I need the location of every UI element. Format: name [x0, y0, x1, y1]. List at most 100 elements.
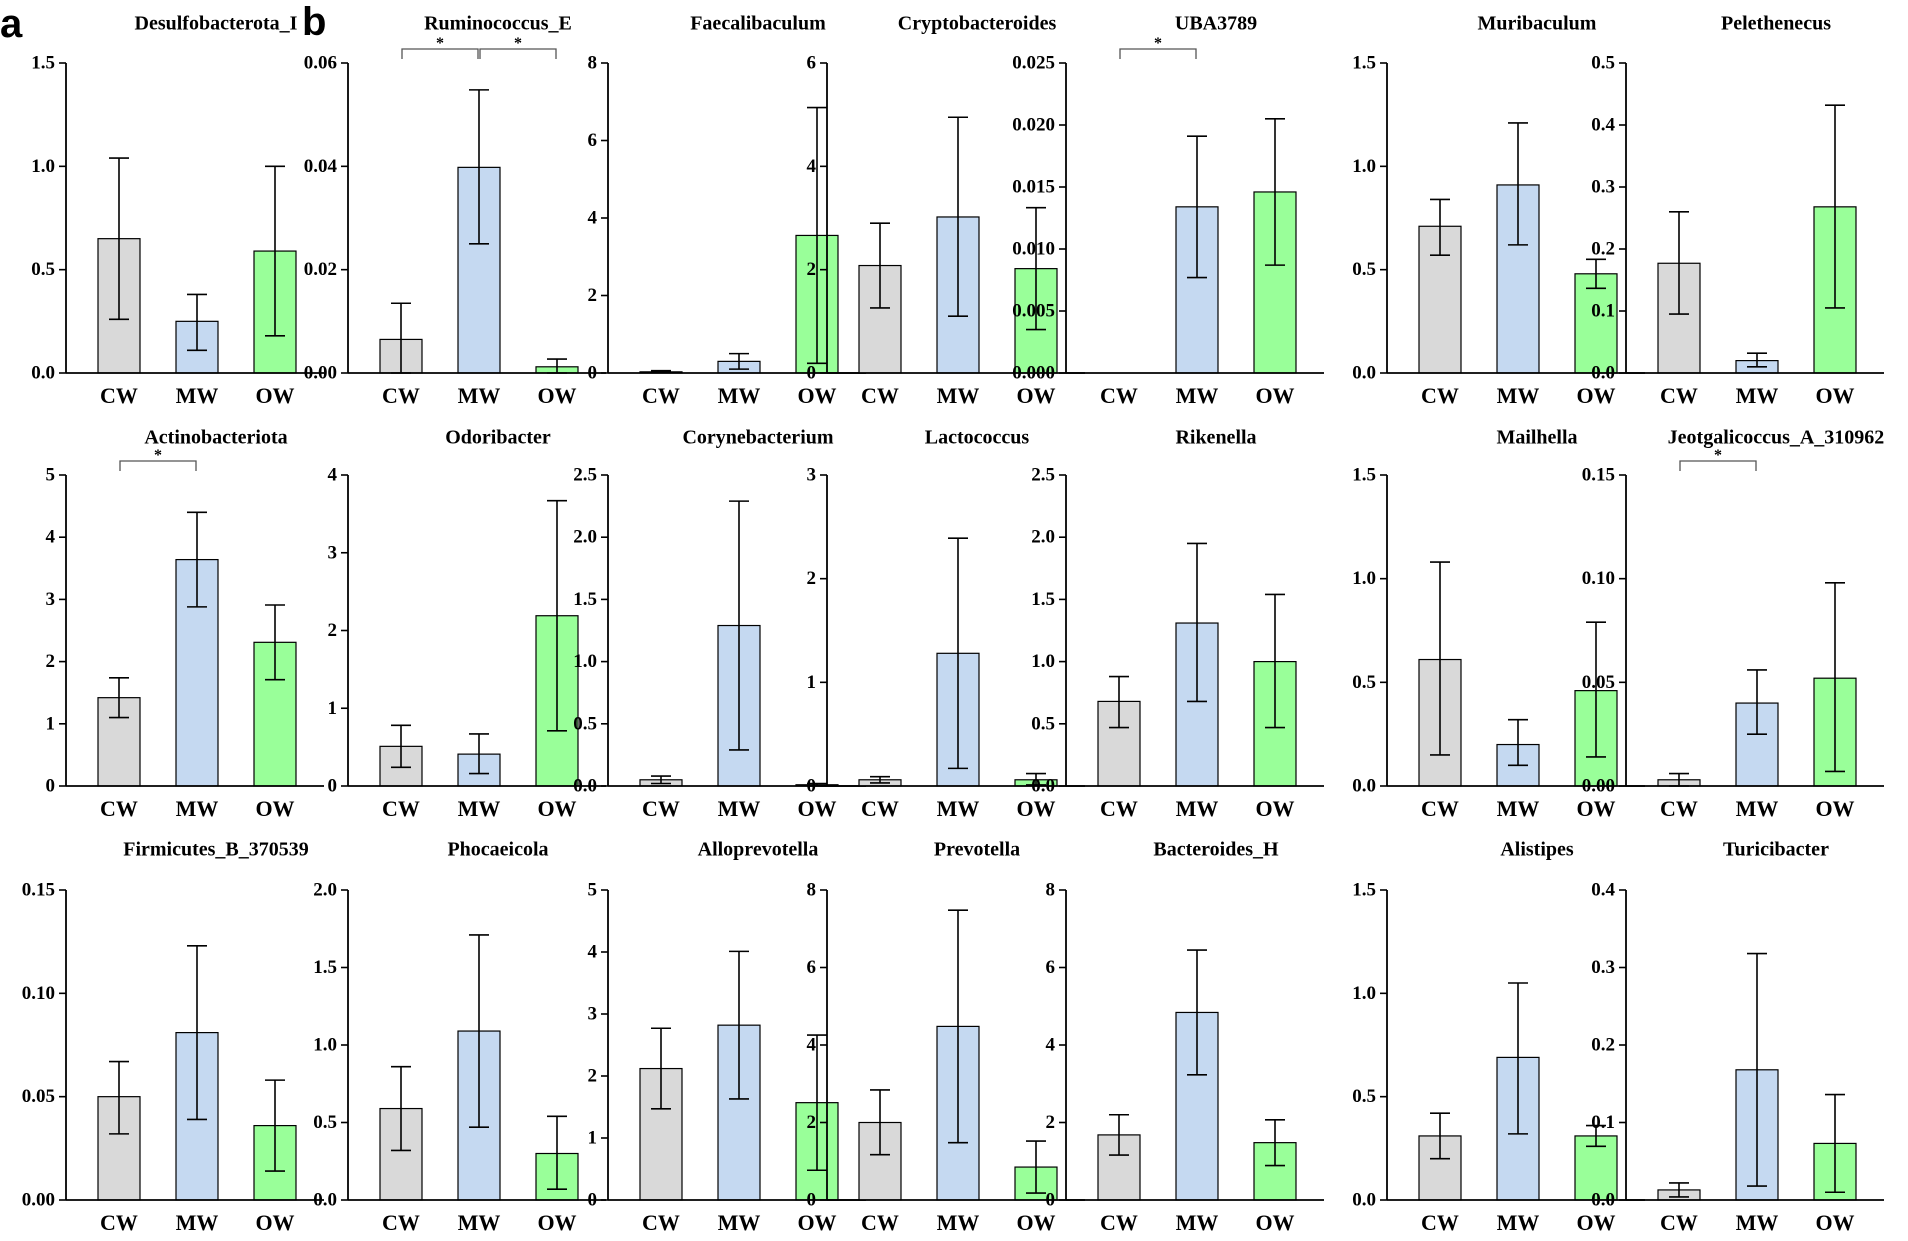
category-label: OW [797, 383, 836, 408]
y-tick-label: 5 [46, 465, 56, 486]
y-tick-label: 0.0 [313, 1190, 337, 1211]
error-bar [391, 724, 411, 769]
y-tick-label: 2 [807, 568, 817, 589]
error-bar [1825, 582, 1845, 773]
y-tick-label: 4 [46, 527, 56, 548]
significance-label: * [1714, 447, 1722, 464]
y-tick-label: 0.1 [1591, 1112, 1615, 1133]
subplot: Rikenella CW MW OW 0.0 0.5 1.0 1.5 2.0 2.5 [1031, 427, 1324, 821]
y-tick-label: 1 [328, 698, 338, 719]
significance-bracket: * [479, 35, 557, 59]
y-tick-label: 0.00 [22, 1190, 55, 1211]
error-bar [1026, 206, 1046, 331]
y-tick-label: 0.000 [1012, 363, 1055, 384]
error-bar [1508, 982, 1528, 1135]
category-label: MW [718, 383, 761, 408]
y-tick-label: 0.2 [1591, 1035, 1615, 1056]
y-tick-label: 0.05 [1582, 672, 1615, 693]
y-tick-label: 1.5 [31, 53, 55, 74]
category-label: MW [1736, 383, 1779, 408]
y-tick-label: 2.0 [1031, 527, 1055, 548]
category-label: MW [176, 1210, 219, 1235]
error-bar [469, 733, 489, 775]
error-bar [1586, 1124, 1606, 1148]
y-tick-label: 1 [807, 672, 817, 693]
subplot: Firmicutes_B_370539 CW MW OW 0.00 0.05 0.10 0.1… [22, 839, 324, 1235]
category-label: MW [1736, 796, 1779, 821]
error-bar [469, 934, 489, 1128]
error-bar [1669, 1182, 1689, 1198]
subplot-title: UBA3789 [1175, 13, 1257, 35]
category-label: OW [797, 1210, 836, 1235]
y-tick-label: 0.020 [1012, 115, 1055, 136]
subplot: Jeotgalicoccus_A_310962 CW MW OW 0.00 0.05 0.1… [1582, 427, 1885, 821]
y-tick-label: 8 [807, 880, 817, 901]
y-tick-label: 0.1 [1591, 301, 1615, 322]
error-bar [1586, 621, 1606, 758]
y-tick-label: 0.5 [1352, 672, 1376, 693]
category-label: MW [176, 383, 219, 408]
subplot: Desulfobacterota_I CW MW OW 0.0 0.5 1.0 1.5 [31, 13, 324, 408]
error-bar [1825, 104, 1845, 309]
category-label: CW [100, 1210, 138, 1235]
category-label: OW [1815, 383, 1854, 408]
category-label: OW [1016, 1210, 1055, 1235]
y-tick-label: 1.0 [1352, 568, 1376, 589]
category-label: MW [937, 1210, 980, 1235]
significance-label: * [436, 35, 444, 52]
significance-bracket: * [401, 35, 479, 59]
y-tick-label: 0.00 [1582, 776, 1615, 797]
category-label: MW [458, 383, 501, 408]
error-bar [1825, 1093, 1845, 1194]
category-label: OW [1576, 1210, 1615, 1235]
y-tick-label: 0.02 [304, 259, 337, 280]
category-label: MW [937, 383, 980, 408]
y-tick-label: 0.04 [304, 156, 338, 177]
category-label: OW [537, 796, 576, 821]
y-tick-label: 6 [588, 130, 598, 151]
y-tick-label: 0.0 [1352, 776, 1376, 797]
subplot-title: Firmicutes_B_370539 [123, 839, 309, 861]
y-tick-label: 1.5 [313, 957, 337, 978]
subplot: Cryptobacteroides CW MW OW 0 2 4 6 [807, 13, 1085, 408]
error-bar [109, 676, 129, 719]
subplot-title: Jeotgalicoccus_A_310962 [1668, 427, 1885, 449]
error-bar [109, 157, 129, 321]
error-bar [1747, 352, 1767, 368]
significance-label: * [514, 35, 522, 52]
category-label: OW [1815, 1210, 1854, 1235]
y-tick-label: 0.5 [31, 259, 55, 280]
error-bar [729, 950, 749, 1100]
error-bar [729, 500, 749, 751]
subplot-title: Corynebacterium [682, 427, 833, 449]
category-label: CW [382, 1210, 420, 1235]
subplot-title: Pelethenecus [1721, 13, 1831, 35]
subplot: Corynebacterium CW MW OW 0.0 0.5 1.0 1.5 2.0 2.5 [573, 427, 866, 821]
category-label: MW [1497, 1210, 1540, 1235]
y-tick-label: 8 [1046, 880, 1056, 901]
y-tick-label: 0.10 [22, 983, 55, 1004]
subplot: Ruminococcus_E CW MW OW 0.00 0.02 0.04 0.06 * * [304, 13, 606, 408]
y-tick-label: 2 [328, 620, 338, 641]
y-tick-label: 0 [807, 776, 817, 797]
category-label: MW [176, 796, 219, 821]
error-bar [1430, 198, 1450, 256]
category-label: MW [718, 1210, 761, 1235]
error-bar [1026, 772, 1046, 786]
y-tick-label: 0.5 [1031, 713, 1055, 734]
y-tick-label: 0 [328, 776, 338, 797]
y-tick-label: 0.15 [22, 880, 55, 901]
y-tick-label: 0.015 [1012, 177, 1055, 198]
y-tick-label: 2 [807, 259, 817, 280]
subplot-title: Alloprevotella [698, 839, 819, 861]
error-bar [870, 222, 890, 309]
category-label: CW [382, 796, 420, 821]
error-bar [729, 352, 749, 370]
y-tick-label: 2 [807, 1112, 817, 1133]
y-tick-label: 4 [807, 1035, 817, 1056]
y-tick-label: 0.3 [1591, 177, 1615, 198]
y-tick-label: 2.5 [573, 465, 597, 486]
error-bar [651, 1027, 671, 1110]
category-label: OW [1255, 383, 1294, 408]
